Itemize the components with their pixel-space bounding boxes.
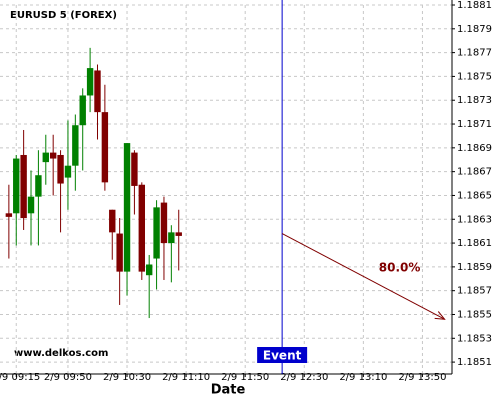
y-tick-label: 1.1863	[457, 214, 492, 225]
candle-body	[35, 175, 42, 197]
candle-body	[160, 202, 168, 244]
candle-body	[175, 232, 182, 236]
x-tick-label: 2/9 09:50	[44, 372, 92, 383]
x-axis-label: Date	[211, 383, 246, 398]
event-label: Event	[263, 349, 302, 363]
candle-body	[145, 264, 153, 276]
x-tick-label: 2/9 13:10	[339, 372, 387, 383]
y-tick-label: 1.1851	[457, 357, 492, 368]
x-tick-label: 2/9 10:30	[103, 372, 151, 383]
candle-body	[27, 196, 35, 214]
y-tick-label: 1.1857	[457, 286, 492, 297]
y-tick-label: 1.1871	[457, 119, 492, 130]
candle-body	[42, 152, 49, 163]
forecast-arrow	[281, 233, 445, 320]
arrow-head	[434, 311, 446, 320]
y-tick-label: 1.1867	[457, 167, 492, 178]
candle-body	[116, 233, 123, 272]
x-tick-label: 2/9 13:50	[398, 372, 446, 383]
y-tick-label: 1.1861	[457, 238, 492, 249]
candle-body	[131, 152, 138, 186]
y-tick-label: 1.1855	[457, 309, 492, 320]
y-tick-label: 1.1879	[457, 24, 492, 35]
candle-body	[101, 112, 109, 183]
candle-body	[94, 70, 101, 113]
candle-body	[153, 207, 160, 259]
candle-body	[123, 143, 131, 272]
y-tick-label: 1.1853	[457, 333, 492, 344]
candle-body	[86, 68, 94, 96]
forecast-label: 80.0%	[379, 260, 421, 274]
y-tick-label: 1.1873	[457, 95, 492, 106]
candle-body	[72, 125, 79, 166]
candle-body	[49, 152, 57, 159]
candle-body	[79, 95, 86, 126]
y-tick-label: 1.1877	[457, 48, 492, 59]
x-tick-label: 2/9 12:30	[280, 372, 328, 383]
candle-body	[57, 154, 64, 184]
candle-body	[109, 209, 116, 233]
x-tick-label: 2/9 11:10	[162, 372, 210, 383]
candle-body	[20, 154, 27, 219]
x-tick-label: 2/9 09:15	[0, 372, 40, 383]
candle-body	[5, 213, 13, 217]
watermark: www.delkos.com	[14, 348, 108, 359]
candle-body	[13, 158, 20, 214]
y-tick-label: 1.1881	[457, 0, 492, 11]
event-box	[257, 347, 308, 363]
candle-body	[168, 232, 175, 244]
y-tick-label: 1.1865	[457, 190, 492, 201]
candle-body	[64, 165, 72, 178]
y-tick-label: 1.1859	[457, 262, 492, 273]
y-tick-label: 1.1869	[457, 143, 492, 154]
grid	[0, 4, 452, 374]
y-tick-label: 1.1875	[457, 71, 492, 82]
x-tick-label: 2/9 11:50	[221, 372, 269, 383]
candle-body	[138, 184, 146, 272]
chart-title: EURUSD 5 (FOREX)	[10, 10, 117, 21]
